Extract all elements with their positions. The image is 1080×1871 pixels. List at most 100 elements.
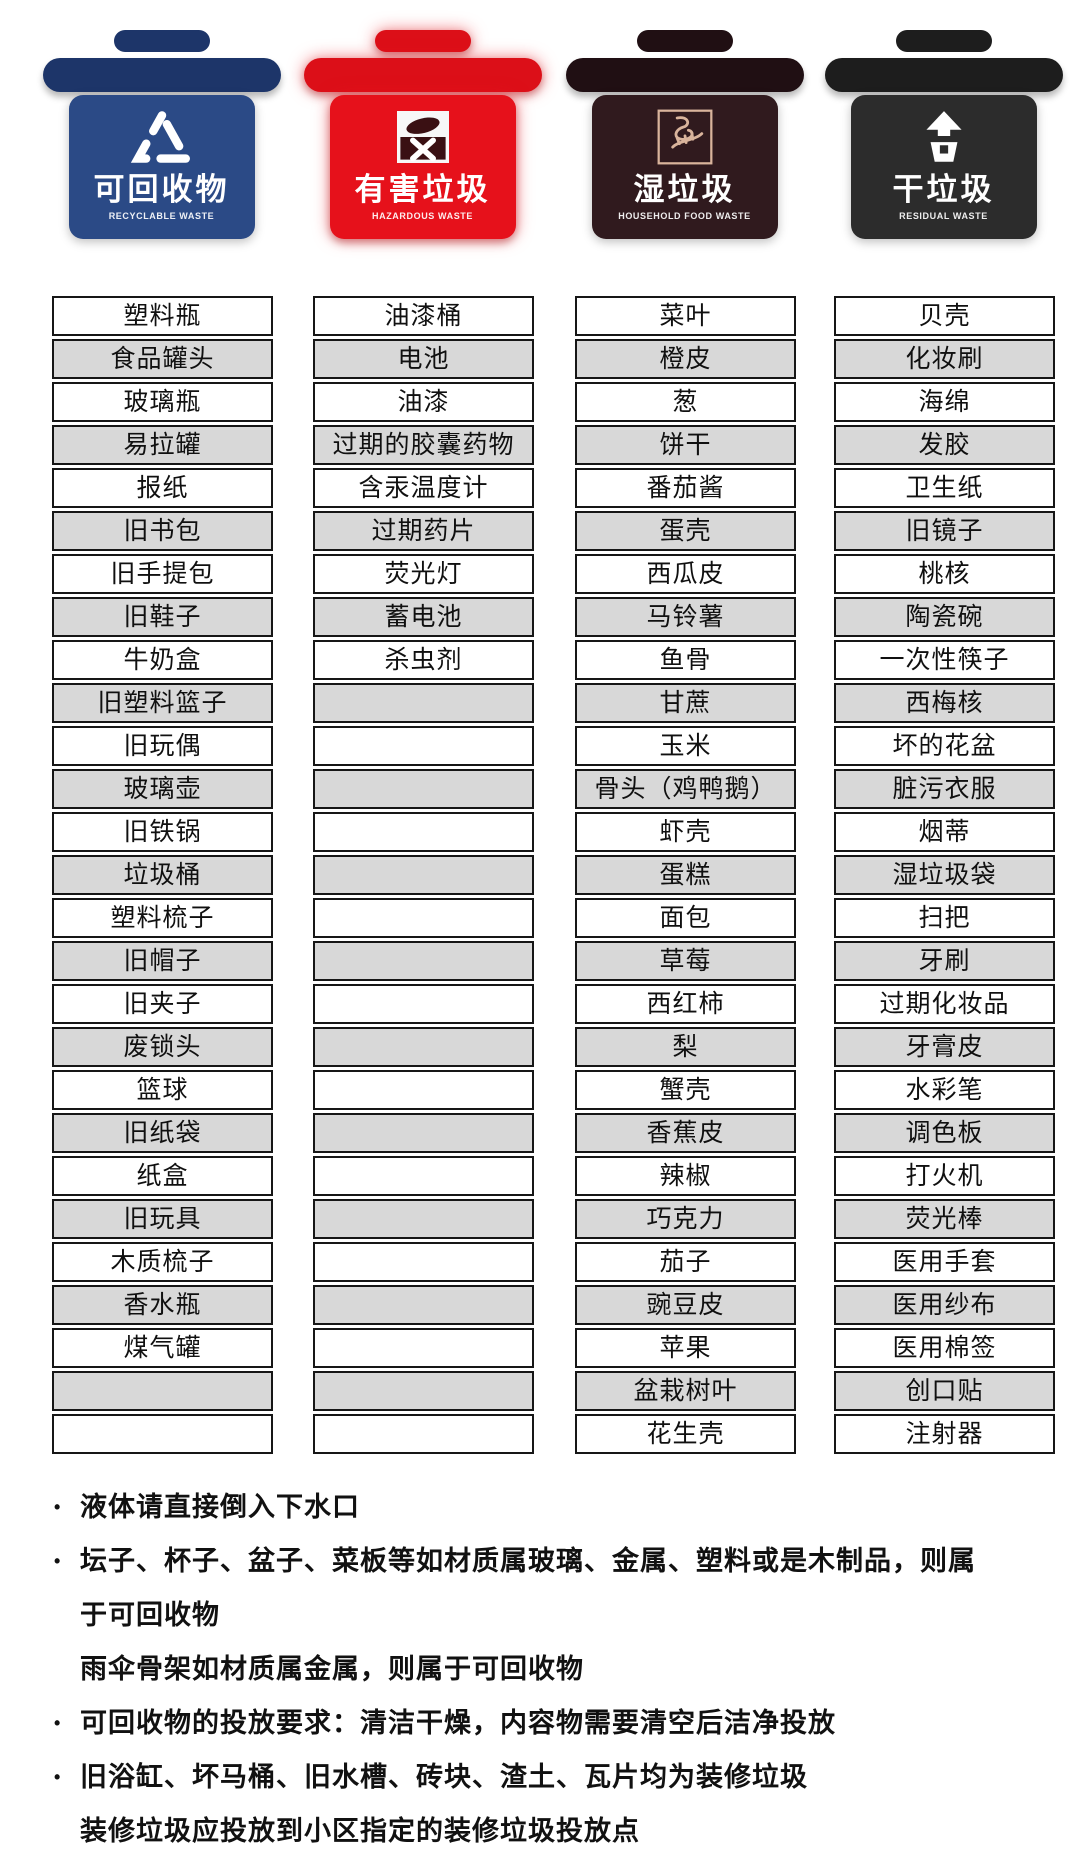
table-cell xyxy=(313,683,534,723)
table-cell: 茄子 xyxy=(575,1242,796,1282)
table-cell: 旧塑料篮子 xyxy=(52,683,273,723)
table-cell xyxy=(313,898,534,938)
note-line: 雨伞骨架如材质属金属，则属于可回收物 xyxy=(80,1654,584,1684)
table-cell xyxy=(52,1371,273,1411)
table-cell: 蓄电池 xyxy=(313,597,534,637)
table-cell: 卫生纸 xyxy=(834,468,1055,508)
bin-body: 有害垃圾 HAZARDOUS WASTE xyxy=(329,95,516,239)
residual-waste-icon xyxy=(925,111,962,162)
table-cell: 含汞温度计 xyxy=(313,468,534,508)
table-cell: 医用棉签 xyxy=(834,1328,1055,1368)
table-cell xyxy=(313,941,534,981)
table-cell: 旧镜子 xyxy=(834,511,1055,551)
table-cell: 辣椒 xyxy=(575,1156,796,1196)
table-cell: 发胶 xyxy=(834,425,1055,465)
table-cell: 篮球 xyxy=(52,1070,273,1110)
table-cell: 梨 xyxy=(575,1027,796,1067)
bin-lid xyxy=(565,58,804,92)
table-cell: 菜叶 xyxy=(575,296,796,336)
bin-body: 干垃圾 RESIDUAL WASTE xyxy=(850,95,1037,239)
bin-subtitle: HOUSEHOLD FOOD WASTE xyxy=(618,211,751,221)
table-cell: 橙皮 xyxy=(575,339,796,379)
table-cell: 塑料梳子 xyxy=(52,898,273,938)
table-cell: 西梅核 xyxy=(834,683,1055,723)
table-cell xyxy=(313,726,534,766)
bin-cap xyxy=(636,30,733,52)
table-cell xyxy=(52,1414,273,1454)
table-cell: 骨头（鸡鸭鹅） xyxy=(575,769,796,809)
table-cell: 蟹壳 xyxy=(575,1070,796,1110)
table-cell: 面包 xyxy=(575,898,796,938)
bin-lid xyxy=(42,58,281,92)
table-cell: 草莓 xyxy=(575,941,796,981)
column-干垃圾: 贝壳 化妆刷 海绵 发胶 卫生纸 旧镜子 桃核 陶瓷碗 一次性筷子 西梅核 坏的花盆 脏污衣服 烟蒂 湿垃… xyxy=(834,296,1055,1457)
table-cell: 注射器 xyxy=(834,1414,1055,1454)
table-cell: 香蕉皮 xyxy=(575,1113,796,1153)
table-cell: 旧玩具 xyxy=(52,1199,273,1239)
table-cell: 旧铁锅 xyxy=(52,812,273,852)
table-cell xyxy=(313,1070,534,1110)
table-cell: 甘蔗 xyxy=(575,683,796,723)
bin-cap xyxy=(374,30,471,52)
table-cell: 废锁头 xyxy=(52,1027,273,1067)
hazardous-icon-wrap xyxy=(396,104,449,170)
table-cell: 葱 xyxy=(575,382,796,422)
table-cell: 塑料瓶 xyxy=(52,296,273,336)
bin-title: 湿垃圾 xyxy=(633,172,736,207)
table-cell: 一次性筷子 xyxy=(834,640,1055,680)
table-cell: 玻璃瓶 xyxy=(52,382,273,422)
table-cell: 过期的胶囊药物 xyxy=(313,425,534,465)
table-cell: 番茄酱 xyxy=(575,468,796,508)
table-cell: 饼干 xyxy=(575,425,796,465)
note-line: 坛子、杯子、盆子、菜板等如材质属玻璃、金属、塑料或是木制品，则属 xyxy=(44,1534,1044,1588)
table-cell: 豌豆皮 xyxy=(575,1285,796,1325)
table-cell: 西红柿 xyxy=(575,984,796,1024)
note-line: 旧浴缸、坏马桶、旧水槽、砖块、渣土、瓦片均为装修垃圾 xyxy=(44,1750,1044,1804)
table-cell: 蛋糕 xyxy=(575,855,796,895)
hazardous-waste-icon xyxy=(396,111,449,163)
table-cell: 旧书包 xyxy=(52,511,273,551)
recycle-icon-wrap xyxy=(126,104,198,170)
bin-body: 湿垃圾 HOUSEHOLD FOOD WASTE xyxy=(591,95,778,239)
table-cell: 荧光棒 xyxy=(834,1199,1055,1239)
table-cell: 报纸 xyxy=(52,468,273,508)
table-cell: 打火机 xyxy=(834,1156,1055,1196)
note-line: 装修垃圾应投放到小区指定的装修垃圾投放点 xyxy=(80,1816,640,1846)
table-cell: 旧玩偶 xyxy=(52,726,273,766)
table-cell: 木质梳子 xyxy=(52,1242,273,1282)
table-cell xyxy=(313,1156,534,1196)
table-cell: 盆栽树叶 xyxy=(575,1371,796,1411)
table-cell: 化妆刷 xyxy=(834,339,1055,379)
residual-icon-wrap xyxy=(913,104,975,170)
table-cell xyxy=(313,855,534,895)
table-cell: 牙刷 xyxy=(834,941,1055,981)
table-cell: 纸盒 xyxy=(52,1156,273,1196)
bin-title: 有害垃圾 xyxy=(354,172,491,207)
table-cell: 旧鞋子 xyxy=(52,597,273,637)
bin-food-waste: 湿垃圾 HOUSEHOLD FOOD WASTE xyxy=(565,0,804,245)
table-cell: 牛奶盒 xyxy=(52,640,273,680)
bin-residual: 干垃圾 RESIDUAL WASTE xyxy=(824,0,1063,245)
table-cell: 旧纸袋 xyxy=(52,1113,273,1153)
table-cell: 医用手套 xyxy=(834,1242,1055,1282)
table-cell: 巧克力 xyxy=(575,1199,796,1239)
table-cell: 玉米 xyxy=(575,726,796,766)
table-cell: 油漆桶 xyxy=(313,296,534,336)
table-cell: 马铃薯 xyxy=(575,597,796,637)
table-cell xyxy=(313,1027,534,1067)
bin-lid xyxy=(824,58,1063,92)
table-cell: 油漆 xyxy=(313,382,534,422)
table-cell: 电池 xyxy=(313,339,534,379)
table-cell: 旧帽子 xyxy=(52,941,273,981)
table-cell: 扫把 xyxy=(834,898,1055,938)
table-cell xyxy=(313,1371,534,1411)
table-cell: 湿垃圾袋 xyxy=(834,855,1055,895)
table-cell: 创口贴 xyxy=(834,1371,1055,1411)
table-cell: 鱼骨 xyxy=(575,640,796,680)
table-cell: 煤气罐 xyxy=(52,1328,273,1368)
note-line: 液体请直接倒入下水口 xyxy=(44,1480,1044,1534)
table-cell: 调色板 xyxy=(834,1113,1055,1153)
table-cell: 旧夹子 xyxy=(52,984,273,1024)
table-cell xyxy=(313,812,534,852)
